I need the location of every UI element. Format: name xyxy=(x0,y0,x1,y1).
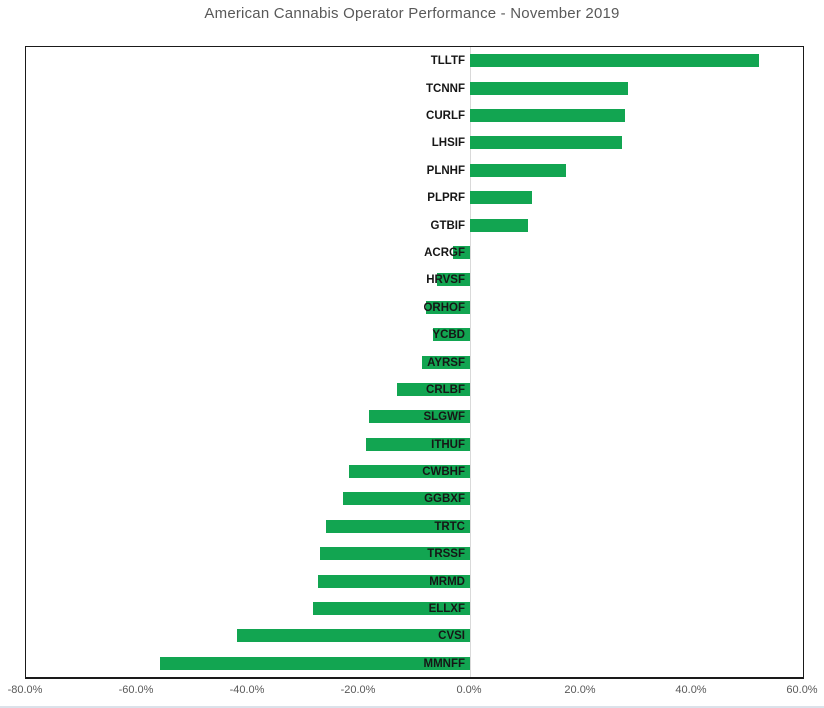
chart-title: American Cannabis Operator Performance -… xyxy=(204,5,620,22)
chart-bottom-edge xyxy=(0,706,824,708)
category-label-plnhf: PLNHF xyxy=(426,164,465,177)
category-label-curlf: CURLF xyxy=(426,109,465,122)
bar-crlbf xyxy=(397,382,470,396)
x-axis: -80.0% -60.0% -40.0% -20.0% 0.0% 20.0% 40.0% 60… xyxy=(8,684,818,700)
bar-cvsi xyxy=(237,629,470,643)
category-label-trtc: TRTC xyxy=(434,520,465,533)
bar-tcnnf xyxy=(470,81,629,95)
x-tick-400: 40.0% xyxy=(675,684,707,696)
category-label-crlbf: CRLBF xyxy=(426,383,465,396)
category-label-ayrsf: AYRSF xyxy=(427,356,465,369)
x-tick-600: 60.0% xyxy=(786,684,818,696)
bar-ycbd xyxy=(432,328,470,342)
bar-orhof xyxy=(426,300,470,314)
bar-mmnff xyxy=(159,656,470,670)
category-label-mmnff: MMNFF xyxy=(423,657,465,670)
bar-acrgf xyxy=(452,245,470,259)
bar-ellxf xyxy=(312,602,470,616)
category-label-hrvsf: HRVSF xyxy=(426,274,465,287)
x-tick--800: -80.0% xyxy=(7,684,43,696)
x-tick--400: -40.0% xyxy=(229,684,265,696)
category-label-ithuf: ITHUF xyxy=(431,438,465,451)
category-label-ggbxf: GGBXF xyxy=(424,493,465,506)
bar-mrmd xyxy=(317,574,470,588)
category-label-tlltf: TLLTF xyxy=(430,55,465,68)
bar-plprf xyxy=(470,191,532,205)
category-label-gtbif: GTBIF xyxy=(430,219,466,232)
category-label-lhsif: LHSIF xyxy=(431,137,465,150)
bar-ithuf xyxy=(366,437,470,451)
plot-area: TLLTF TCNNF CURLF LHSIF PLNHF PLPRF GTBIF ACRGF… xyxy=(25,46,804,679)
category-label-cvsi: CVSI xyxy=(438,630,465,643)
bar-slgwf xyxy=(368,410,470,424)
category-label-trssf: TRSSF xyxy=(427,548,465,561)
category-label-ycbd: YCBD xyxy=(432,329,465,342)
bar-cwbhf xyxy=(349,465,470,479)
x-tick--200: -20.0% xyxy=(340,684,376,696)
category-label-orhof: ORHOF xyxy=(423,301,465,314)
x-tick--600: -60.0% xyxy=(118,684,154,696)
bar-gtbif xyxy=(470,218,529,232)
category-label-mrmd: MRMD xyxy=(429,575,465,588)
category-label-ellxf: ELLXF xyxy=(428,603,465,616)
x-tick-200: 20.0% xyxy=(564,684,596,696)
bar-tlltf xyxy=(470,54,759,68)
bar-lhsif xyxy=(470,136,623,150)
x-tick-00: 0.0% xyxy=(456,684,482,696)
bar-curlf xyxy=(470,108,625,122)
category-label-cwbhf: CWBHF xyxy=(422,466,465,479)
category-label-slgwf: SLGWF xyxy=(423,411,465,424)
category-label-tcnnf: TCNNF xyxy=(426,82,465,95)
bar-hrvsf xyxy=(437,273,470,287)
bar-trtc xyxy=(325,519,470,533)
bar-ggbxf xyxy=(343,492,470,506)
zero-axis-line xyxy=(470,47,471,677)
category-label-acrgf: ACRGF xyxy=(424,246,465,259)
category-label-plprf: PLPRF xyxy=(427,192,465,205)
bar-plnhf xyxy=(470,163,566,177)
bar-trssf xyxy=(320,547,470,561)
bar-ayrsf xyxy=(421,355,470,369)
